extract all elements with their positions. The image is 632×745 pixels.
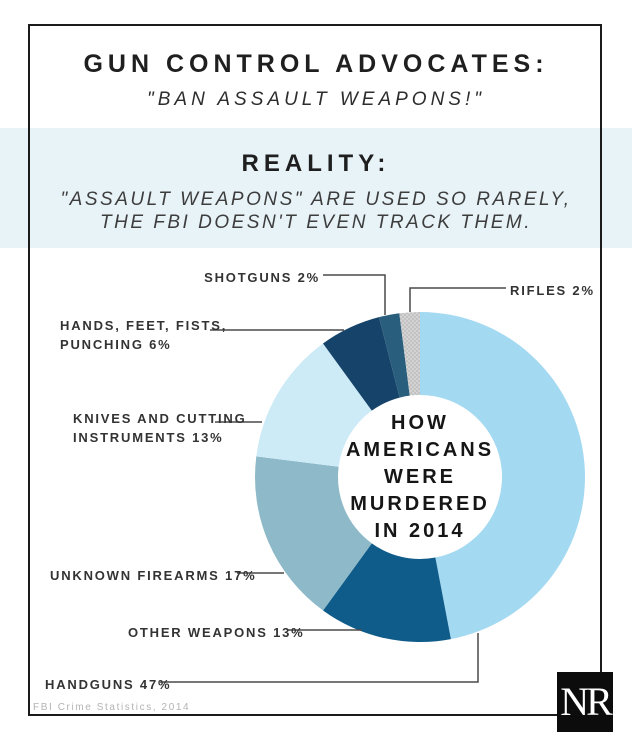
donut-segment-other-weapons	[323, 543, 451, 642]
segment-label-shotguns: SHOTGUNS 2%	[204, 270, 320, 285]
donut-segment-unknown-firearms	[255, 456, 372, 611]
leader-line-handguns	[160, 633, 479, 683]
donut-segment-rifles	[399, 312, 420, 396]
segment-label-unknown-firearms: UNKNOWN FIREARMS 17%	[50, 568, 257, 583]
segment-label-rifles: RIFLES 2%	[510, 283, 595, 298]
source-note: FBI Crime Statistics, 2014	[33, 702, 191, 713]
donut-segment-handguns	[420, 312, 585, 640]
reality-quote: "ASSAULT WEAPONS" ARE USED SO RARELY, TH…	[60, 189, 572, 233]
leader-lines	[160, 274, 506, 683]
donut-segment-shotguns	[378, 313, 410, 398]
reality-band	[0, 128, 632, 248]
segment-label-handguns: HANDGUNS 47%	[45, 677, 172, 692]
chart-center-title: HOW AMERICANS WERE MURDERED IN 2014	[345, 412, 495, 542]
leader-line-rifles	[409, 287, 506, 312]
nr-logo: NR	[557, 672, 613, 732]
reality-title: REALITY:	[241, 150, 391, 177]
segment-label-knives: KNIVES AND CUTTING INSTRUMENTS 13%	[73, 411, 247, 445]
nr-logo-text: NR	[560, 679, 613, 724]
advocates-quote: "BAN ASSAULT WEAPONS!"	[147, 89, 485, 110]
advocates-title: GUN CONTROL ADVOCATES:	[83, 50, 549, 78]
donut-segments	[255, 312, 585, 642]
donut-segment-knives	[256, 343, 372, 467]
segment-label-other-weapons: OTHER WEAPONS 13%	[128, 625, 305, 640]
donut-segment-hands-feet-fists	[323, 317, 400, 411]
leader-line-shotguns	[323, 274, 386, 315]
segment-label-hands-feet-fists: HANDS, FEET, FISTS, PUNCHING 6%	[60, 318, 228, 352]
